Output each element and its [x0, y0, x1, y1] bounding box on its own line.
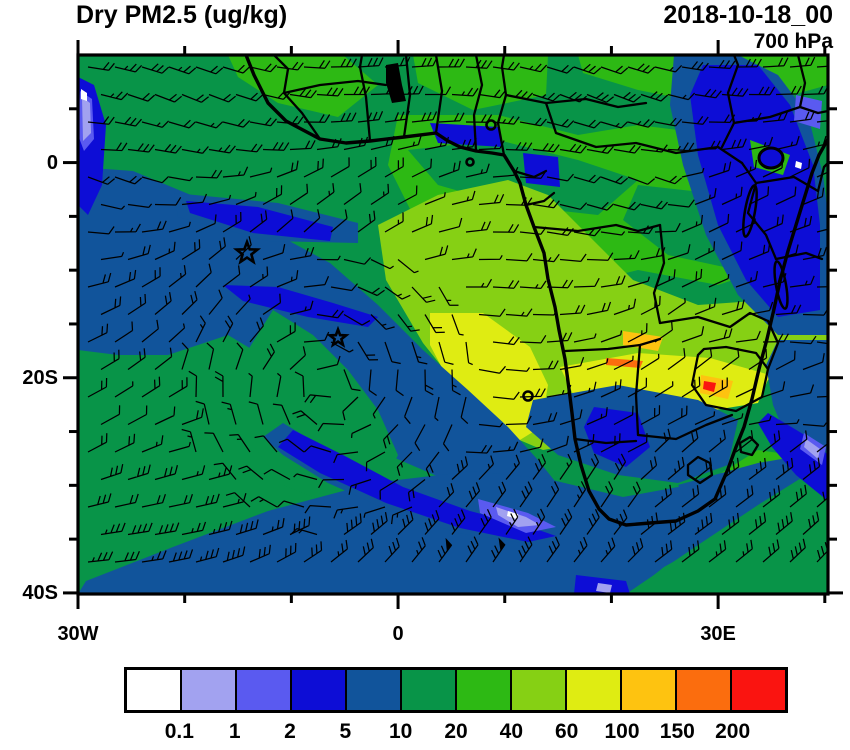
colorbar-label: 2	[284, 720, 296, 743]
pressure-level-label: 700 hPa	[753, 30, 833, 53]
colorbar-cell	[402, 670, 457, 710]
colorbar	[124, 667, 788, 713]
colorbar-label: 100	[604, 720, 640, 743]
x-axis-label: 30E	[700, 623, 736, 645]
y-axis-label: 0	[46, 151, 58, 174]
wind-barbs	[87, 56, 828, 563]
colorbar-cell	[677, 670, 732, 710]
island-circle-marker	[522, 390, 534, 402]
colorbar-label: 0.1	[164, 720, 194, 743]
map-plot	[63, 40, 843, 609]
pm25-field	[78, 55, 828, 594]
island-circle-marker	[485, 119, 497, 131]
colorbar-cell	[237, 670, 292, 710]
colorbar-label: 200	[715, 720, 751, 743]
y-axis-label: 40S	[22, 581, 58, 604]
x-axis-label: 0	[392, 623, 404, 645]
colorbar-cell	[457, 670, 512, 710]
colorbar-cell	[622, 670, 677, 710]
star-marker	[326, 325, 350, 348]
plot-title: Dry PM2.5 (ug/kg)	[76, 1, 288, 29]
x-axis-label: 30W	[57, 623, 99, 645]
y-axis-label: 20S	[22, 366, 58, 389]
colorbar-cell	[512, 670, 567, 710]
island-circle-marker	[465, 157, 475, 167]
colorbar-cell	[292, 670, 347, 710]
colorbar-label: 40	[499, 720, 523, 743]
colorbar-cell	[732, 670, 785, 710]
coastline	[244, 55, 828, 527]
star-marker	[232, 238, 262, 265]
map-area	[63, 40, 843, 609]
colorbar-cell	[127, 670, 182, 710]
colorbar-label: 150	[659, 720, 695, 743]
colorbar-label: 60	[554, 720, 579, 743]
colorbar-label: 5	[339, 720, 352, 743]
colorbar-label: 1	[228, 720, 241, 743]
axis-ticks	[63, 40, 843, 609]
colorbar-label: 20	[444, 720, 468, 743]
plot-timestamp: 2018-10-18_00	[663, 1, 833, 29]
colorbar-label: 10	[388, 720, 413, 743]
colorbar-cell	[182, 670, 237, 710]
colorbar-cell	[567, 670, 622, 710]
colorbar-cell	[347, 670, 402, 710]
